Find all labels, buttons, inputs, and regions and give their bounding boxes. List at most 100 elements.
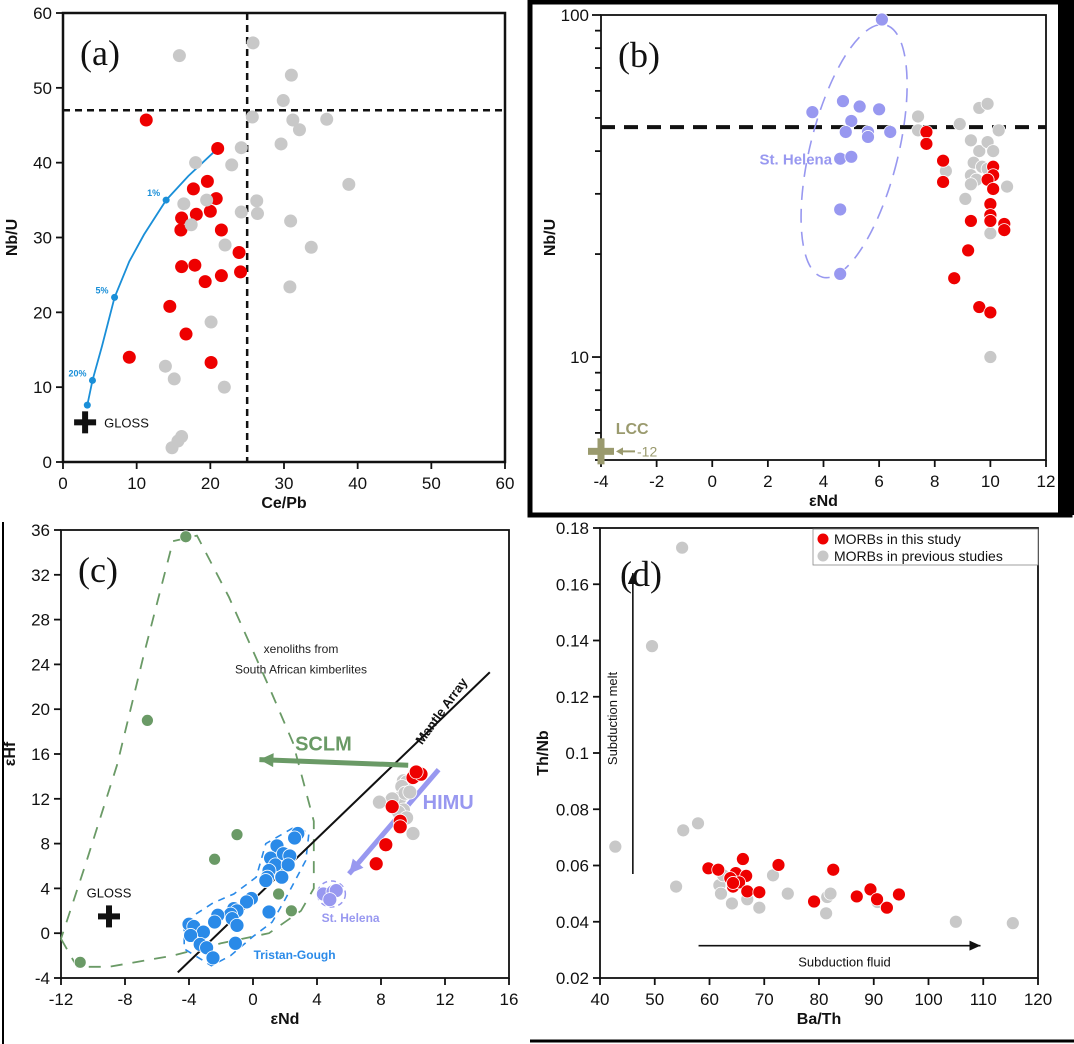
data-point (980, 96, 995, 111)
data-point (983, 350, 998, 364)
data-point (752, 885, 767, 900)
x-tick-label: 110 (970, 990, 997, 1009)
data-point (838, 125, 853, 139)
data-point (250, 194, 264, 208)
y-tick-label: 12 (31, 790, 50, 809)
x-tick-label: 40 (348, 474, 367, 493)
x-tick-label: 20 (201, 474, 220, 493)
data-point (284, 214, 298, 228)
xenolith-label: xenoliths from (264, 642, 339, 656)
y-tick-label: 0.1 (565, 744, 589, 763)
x-tick-label: 120 (1024, 990, 1052, 1009)
panel-c: -12 -8 -4 0 4 8 12 16 -4 0 4 8 12 16 20 24 28 32 36 εNd εHf (… (2, 521, 518, 1028)
y-tick-label: 0.04 (556, 913, 589, 932)
data-point (936, 153, 950, 168)
x-tick-label: 60 (496, 474, 515, 493)
data-point (246, 36, 260, 50)
x-tick-label: -4 (181, 990, 196, 1009)
data-point (861, 130, 875, 144)
tristan-gough-label: Tristan-Gough (254, 948, 336, 962)
data-point (780, 886, 795, 901)
data-point (165, 441, 179, 455)
data-point (211, 141, 225, 155)
mixing-curve-marker (83, 401, 91, 409)
y-axis-title: εHf (2, 741, 19, 766)
x-tick-label: -12 (49, 990, 74, 1009)
data-point (771, 858, 786, 872)
y-tick-label: 50 (33, 79, 52, 98)
data-point (997, 223, 1012, 238)
sclm-label: SCLM (295, 734, 352, 756)
data-point (675, 540, 690, 555)
y-axis-title: Th/Nb (535, 730, 552, 776)
x-tick-label: 12 (1037, 472, 1056, 491)
st-helena-envelope (316, 880, 347, 908)
data-point (239, 894, 255, 910)
data-point (189, 207, 203, 221)
x-tick-label: 2 (763, 472, 772, 491)
st-helena-label: St. Helena (322, 911, 380, 925)
data-point (807, 894, 821, 909)
data-point (163, 299, 177, 313)
data-point (73, 955, 87, 969)
data-point (283, 280, 297, 294)
y-tick-label: 0.12 (556, 688, 589, 707)
data-point (833, 267, 848, 281)
data-point (752, 900, 767, 915)
data-point (991, 123, 1006, 138)
gloss-cross-icon (82, 411, 89, 434)
y-tick-label: 4 (41, 879, 50, 898)
legend-box (812, 528, 1039, 566)
data-point (645, 639, 659, 654)
data-point (844, 149, 859, 164)
data-point (189, 156, 203, 170)
panel-label: (b) (618, 35, 660, 75)
data-point (225, 158, 239, 172)
y-tick-label: 28 (31, 611, 50, 630)
data-point (195, 924, 211, 940)
lcc-arrowhead (616, 447, 623, 456)
data-point (179, 327, 193, 341)
data-point (207, 914, 223, 930)
data-point (287, 830, 303, 846)
data-point (280, 857, 296, 873)
data-point (805, 105, 820, 120)
data-point (250, 207, 264, 221)
data-point (1000, 179, 1014, 194)
x-tick-label: 0 (248, 990, 257, 1009)
x-tick-label: 8 (376, 990, 385, 1009)
x-tick-label: 8 (930, 472, 939, 491)
data-point (272, 887, 286, 901)
xenolith-label: South African kimberlites (235, 662, 367, 676)
y-tick-label: -4 (35, 969, 50, 988)
data-point (972, 300, 987, 314)
panel-label: (c) (78, 550, 118, 590)
data-point (183, 928, 199, 943)
data-point (378, 837, 394, 853)
data-point (711, 862, 726, 877)
data-point (234, 265, 248, 279)
data-point (205, 950, 221, 966)
data-point (833, 202, 848, 217)
data-point (284, 68, 298, 82)
gloss-label: GLOSS (87, 885, 132, 900)
data-point (947, 271, 962, 286)
mixing-curve-label: 5% (96, 285, 109, 295)
data-point (392, 819, 408, 835)
data-point (200, 174, 214, 188)
y-axis-title: Nb/U (4, 219, 21, 256)
subduction-melt-label: Subduction melt (605, 671, 620, 765)
x-tick-label: -4 (593, 472, 608, 491)
x-tick-label: 100 (914, 990, 942, 1009)
x-tick-label: 80 (810, 990, 829, 1009)
lcc-cross-icon (597, 438, 605, 465)
y-tick-label: 0.16 (556, 575, 589, 594)
data-point (823, 886, 838, 901)
y-tick-label: 10 (33, 378, 52, 397)
mixing-curve-marker (88, 376, 96, 384)
x-tick-label: -2 (649, 472, 664, 491)
data-point (919, 125, 934, 139)
data-point (740, 884, 755, 899)
arrowhead (969, 940, 981, 951)
data-point (198, 275, 212, 289)
